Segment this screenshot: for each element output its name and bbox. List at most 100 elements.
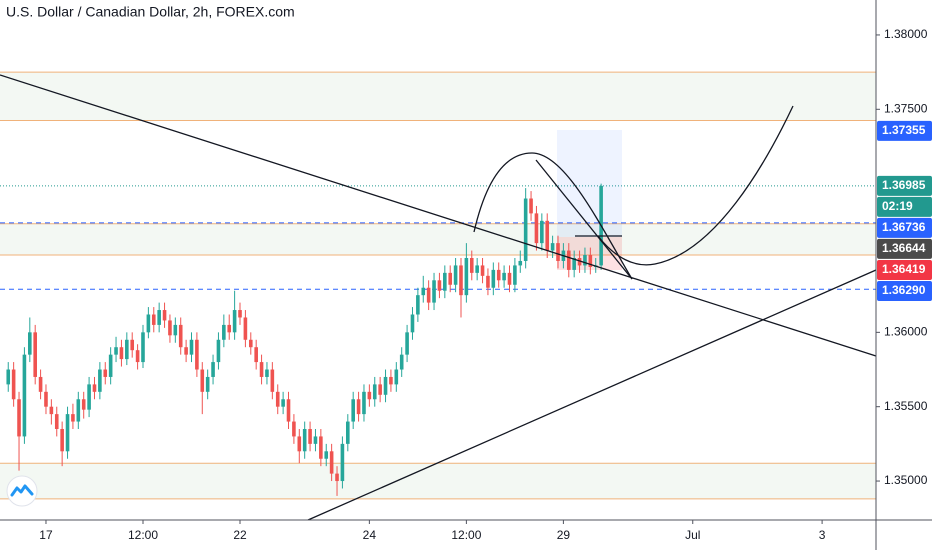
candle-body — [71, 414, 75, 422]
candle-body — [189, 339, 194, 355]
zones-layer — [0, 71, 876, 500]
candle-body — [432, 280, 436, 303]
x-tick-label: 17 — [39, 528, 53, 542]
candle-body — [200, 369, 205, 392]
candle-body — [286, 399, 291, 422]
candle-body — [486, 275, 490, 288]
candle-body — [572, 257, 576, 270]
candle-body — [313, 436, 318, 444]
candle-body — [227, 324, 232, 333]
zone — [0, 72, 876, 121]
candle-body — [130, 339, 135, 351]
candle-body — [103, 369, 108, 377]
trendline — [307, 269, 877, 521]
x-tick-label: 12:00 — [128, 528, 158, 542]
price-label: 1.36644 — [882, 241, 926, 255]
candle-body — [38, 376, 43, 392]
candle-body — [254, 347, 258, 363]
candle-body — [54, 414, 59, 429]
candle-body — [421, 287, 426, 296]
candle-body — [529, 198, 533, 214]
candle-body — [162, 310, 167, 321]
trendline — [0, 74, 877, 357]
candle-body — [443, 272, 447, 291]
price-label-box — [877, 281, 932, 302]
candle-body — [437, 280, 442, 291]
candle-body — [534, 213, 539, 244]
candle-body — [205, 376, 210, 392]
countdown-label: 02:19 — [882, 199, 913, 213]
candle-body — [324, 451, 329, 459]
candle-body — [475, 265, 479, 273]
candle-body — [184, 347, 188, 355]
candle-body — [351, 399, 355, 422]
candle-body — [292, 421, 296, 437]
candle-body — [65, 414, 70, 452]
x-tick-label: 12:00 — [451, 528, 481, 542]
y-tick-label: 1.36000 — [884, 325, 928, 339]
price-label-box — [877, 175, 932, 196]
price-label-box — [877, 238, 932, 259]
price-label: 1.36985 — [882, 178, 926, 192]
candle-body — [28, 332, 32, 355]
candle-body — [92, 384, 97, 392]
x-tick-label: 22 — [233, 528, 247, 542]
candle-body — [540, 220, 544, 244]
y-tick-label: 1.35500 — [884, 399, 928, 413]
candle-body — [248, 339, 253, 348]
candle-body — [448, 272, 453, 285]
curve-drawing — [597, 105, 794, 266]
candle-body — [394, 369, 399, 385]
candle-body — [216, 339, 221, 363]
candle-body — [416, 295, 420, 315]
candle-body — [453, 265, 458, 285]
candle-body — [125, 339, 129, 360]
candle-body — [491, 269, 496, 288]
x-tick-label: 3 — [819, 528, 826, 542]
candle-body — [507, 272, 512, 285]
price-label-box — [877, 120, 932, 141]
candle-body — [87, 384, 91, 410]
candle-body — [81, 399, 86, 410]
candle-body — [545, 220, 550, 251]
candle-body — [222, 324, 226, 340]
candle-body — [6, 369, 11, 385]
position-target-box — [557, 130, 622, 237]
candle-body — [232, 310, 237, 333]
candle-body — [566, 250, 571, 270]
zone — [0, 223, 876, 256]
candle-body — [195, 339, 199, 370]
y-tick-label: 1.37500 — [884, 101, 928, 115]
candle-body — [76, 399, 81, 422]
candle-body — [49, 406, 54, 415]
candle-body — [399, 354, 404, 370]
candle-body — [259, 362, 264, 377]
candle-body — [335, 473, 339, 482]
candle-body — [98, 369, 102, 392]
candle-body — [469, 257, 474, 273]
candle-body — [168, 320, 172, 336]
logo[interactable] — [6, 475, 38, 507]
candle-body — [502, 272, 506, 281]
candle-body — [275, 391, 280, 407]
candle-body — [372, 384, 377, 400]
candle-body — [17, 399, 21, 437]
candle-body — [270, 369, 275, 392]
price-label-box — [877, 217, 932, 238]
candle-body — [329, 451, 334, 474]
candle-body — [141, 332, 145, 363]
candle-body — [211, 362, 215, 377]
chart-title: U.S. Dollar / Canadian Dollar, 2h, FOREX… — [6, 4, 295, 20]
x-tick-label: Jul — [685, 528, 700, 542]
y-tick-label: 1.35000 — [884, 473, 928, 487]
candle-body — [459, 265, 463, 296]
candle-body — [319, 436, 323, 459]
candle-body — [346, 421, 350, 444]
logo-icon[interactable] — [10, 484, 34, 497]
candle-body — [367, 391, 372, 400]
candle-body — [426, 287, 431, 303]
x-tick-label: 24 — [363, 528, 377, 542]
axes-layer: 1.38000 1.37500 1.36000 1.35500 1.35000 17 12:… — [39, 27, 927, 542]
candle-body — [464, 257, 469, 296]
